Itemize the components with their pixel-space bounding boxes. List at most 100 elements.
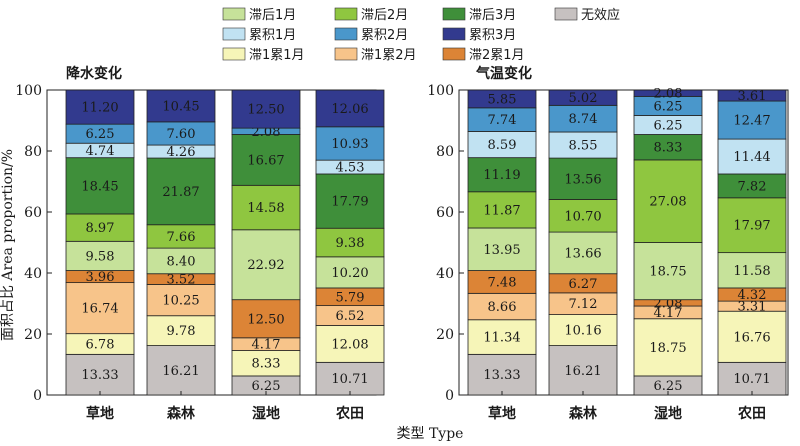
data-label-wuxiaoying: 13.33 bbox=[81, 368, 118, 383]
data-label-leiji1: 6.25 bbox=[654, 118, 683, 133]
legend-label-zhi2lei1: 滞2累1月 bbox=[469, 48, 525, 63]
bar-segment-zhihou3 bbox=[231, 134, 301, 186]
bar-segment-zhihou1 bbox=[633, 242, 703, 301]
bar-segment-leiji1 bbox=[548, 131, 618, 159]
data-label-leiji3: 2.08 bbox=[654, 87, 683, 102]
y-tick-label: 20 bbox=[24, 327, 42, 343]
bar-segment-zhi1lei1 bbox=[146, 315, 216, 346]
data-label-leiji2: 2.08 bbox=[252, 125, 281, 140]
y-tick-label: 60 bbox=[24, 205, 42, 221]
bar-segment-zhi1lei1 bbox=[315, 325, 385, 363]
bar-segment-zhihou3 bbox=[315, 173, 385, 229]
bar-segment-zhihou2 bbox=[633, 159, 703, 243]
data-label-leiji2: 6.25 bbox=[86, 127, 115, 142]
data-label-leiji1: 11.44 bbox=[733, 150, 770, 165]
legend-swatch-leiji3 bbox=[442, 27, 466, 41]
data-label-zhi1lei2: 4.17 bbox=[654, 306, 683, 321]
temperature-panel: 气温变化 0 20 40 60 80 100 13.33 11.34 8.66 7.48 13.95 1… bbox=[427, 65, 789, 422]
bar-segment-zhihou3 bbox=[65, 157, 135, 215]
data-label-leiji2: 10.93 bbox=[331, 137, 368, 152]
legend-swatch-zhi1lei2 bbox=[334, 47, 358, 61]
panel-title: 降水变化 bbox=[66, 65, 122, 82]
data-label-zhihou3: 8.33 bbox=[654, 141, 683, 156]
data-label-zhihou3: 11.19 bbox=[483, 168, 520, 183]
legend-label-zhihou1: 滞后1月 bbox=[249, 8, 296, 23]
data-label-zhi1lei2: 4.17 bbox=[252, 338, 281, 353]
bar-segment-zhihou3 bbox=[146, 157, 216, 226]
legend-label-zhi1lei1: 滞1累1月 bbox=[249, 48, 305, 63]
data-label-zhi1lei1: 6.78 bbox=[86, 338, 115, 353]
data-label-leiji3: 3.61 bbox=[738, 89, 767, 104]
bar-segment-zhihou2 bbox=[467, 191, 537, 229]
legend-label-leiji1: 累积1月 bbox=[249, 28, 296, 43]
legend-swatch-leiji1 bbox=[222, 27, 246, 41]
data-label-leiji1: 4.74 bbox=[86, 144, 115, 159]
data-label-zhihou2: 10.70 bbox=[564, 209, 601, 224]
data-label-leiji2: 6.25 bbox=[654, 99, 683, 114]
data-label-leiji1: 8.55 bbox=[569, 139, 598, 154]
data-label-zhi1lei2: 7.12 bbox=[569, 297, 598, 312]
category-label: 森林 bbox=[569, 405, 597, 422]
legend-label-zhihou3: 滞后3月 bbox=[469, 8, 516, 23]
legend-label-leiji3: 累积3月 bbox=[469, 28, 516, 43]
panel-title: 气温变化 bbox=[475, 65, 532, 82]
data-label-zhi1lei1: 8.33 bbox=[252, 357, 281, 372]
bar-segment-zhihou2 bbox=[231, 184, 301, 231]
data-label-zhi1lei1: 18.75 bbox=[649, 341, 686, 356]
data-label-leiji2: 7.60 bbox=[167, 127, 196, 142]
y-tick-label: 20 bbox=[436, 327, 454, 343]
bar-segment-leiji3 bbox=[65, 89, 135, 125]
data-label-wuxiaoying: 13.33 bbox=[483, 368, 520, 383]
legend-label-zhihou2: 滞后2月 bbox=[361, 8, 408, 23]
y-tick-label: 60 bbox=[436, 205, 454, 221]
bar-segment-leiji3 bbox=[146, 89, 216, 123]
bar-segment-zhihou3 bbox=[548, 157, 618, 200]
data-label-leiji3: 5.85 bbox=[488, 92, 517, 107]
legend-swatch-zhihou3 bbox=[442, 7, 466, 21]
data-label-wuxiaoying: 10.71 bbox=[331, 372, 368, 387]
data-label-leiji2: 8.74 bbox=[569, 112, 598, 127]
data-label-zhihou3: 17.79 bbox=[331, 195, 368, 210]
data-label-zhihou3: 21.87 bbox=[162, 185, 199, 200]
bar-segment-zhihou2 bbox=[548, 199, 618, 233]
legend-swatch-zhi1lei1 bbox=[222, 47, 246, 61]
bar-segment-zhi2lei1 bbox=[231, 299, 301, 339]
data-label-zhi2lei1: 2.08 bbox=[654, 296, 683, 311]
legend-swatch-zhihou2 bbox=[334, 7, 358, 21]
data-label-leiji3: 10.45 bbox=[162, 99, 199, 114]
data-label-wuxiaoying: 6.25 bbox=[252, 379, 281, 394]
y-tick-label: 80 bbox=[436, 144, 454, 160]
data-label-zhihou1: 10.20 bbox=[331, 266, 368, 281]
data-label-zhihou1: 11.58 bbox=[733, 264, 770, 279]
data-label-wuxiaoying: 16.21 bbox=[564, 364, 601, 379]
legend-swatch-zhihou1 bbox=[222, 7, 246, 21]
bar-segment-zhihou1 bbox=[717, 252, 787, 289]
category-label: 农田 bbox=[737, 405, 766, 422]
data-label-zhi2lei1: 6.27 bbox=[569, 277, 598, 292]
y-tick-label: 40 bbox=[24, 266, 42, 282]
legend-swatch-leiji2 bbox=[334, 27, 358, 41]
data-label-zhihou2: 14.58 bbox=[247, 201, 284, 216]
data-label-zhihou1: 9.58 bbox=[86, 249, 115, 264]
data-label-zhihou1: 8.40 bbox=[167, 254, 196, 269]
bar-segment-wuxiaoying bbox=[315, 361, 385, 396]
data-label-leiji3: 11.20 bbox=[81, 101, 118, 116]
data-label-zhihou2: 8.97 bbox=[86, 221, 115, 236]
data-label-wuxiaoying: 16.21 bbox=[162, 364, 199, 379]
bar-segment-wuxiaoying bbox=[717, 361, 787, 396]
bar-segment-zhi1lei1 bbox=[548, 314, 618, 346]
category-label: 湿地 bbox=[654, 405, 682, 422]
bar-segment-leiji3 bbox=[633, 89, 703, 97]
data-label-leiji2: 7.74 bbox=[488, 113, 517, 128]
data-label-leiji1: 4.26 bbox=[167, 145, 196, 160]
data-label-zhihou2: 7.66 bbox=[167, 230, 196, 245]
data-label-zhihou2: 27.08 bbox=[649, 195, 686, 210]
data-label-leiji1: 4.53 bbox=[336, 161, 365, 176]
bar-segment-leiji3 bbox=[548, 89, 618, 106]
data-label-wuxiaoying: 10.71 bbox=[733, 372, 770, 387]
bar-segment-zhihou1 bbox=[467, 227, 537, 271]
data-label-zhi1lei2: 10.25 bbox=[162, 294, 199, 309]
y-tick-label: 100 bbox=[15, 83, 42, 99]
